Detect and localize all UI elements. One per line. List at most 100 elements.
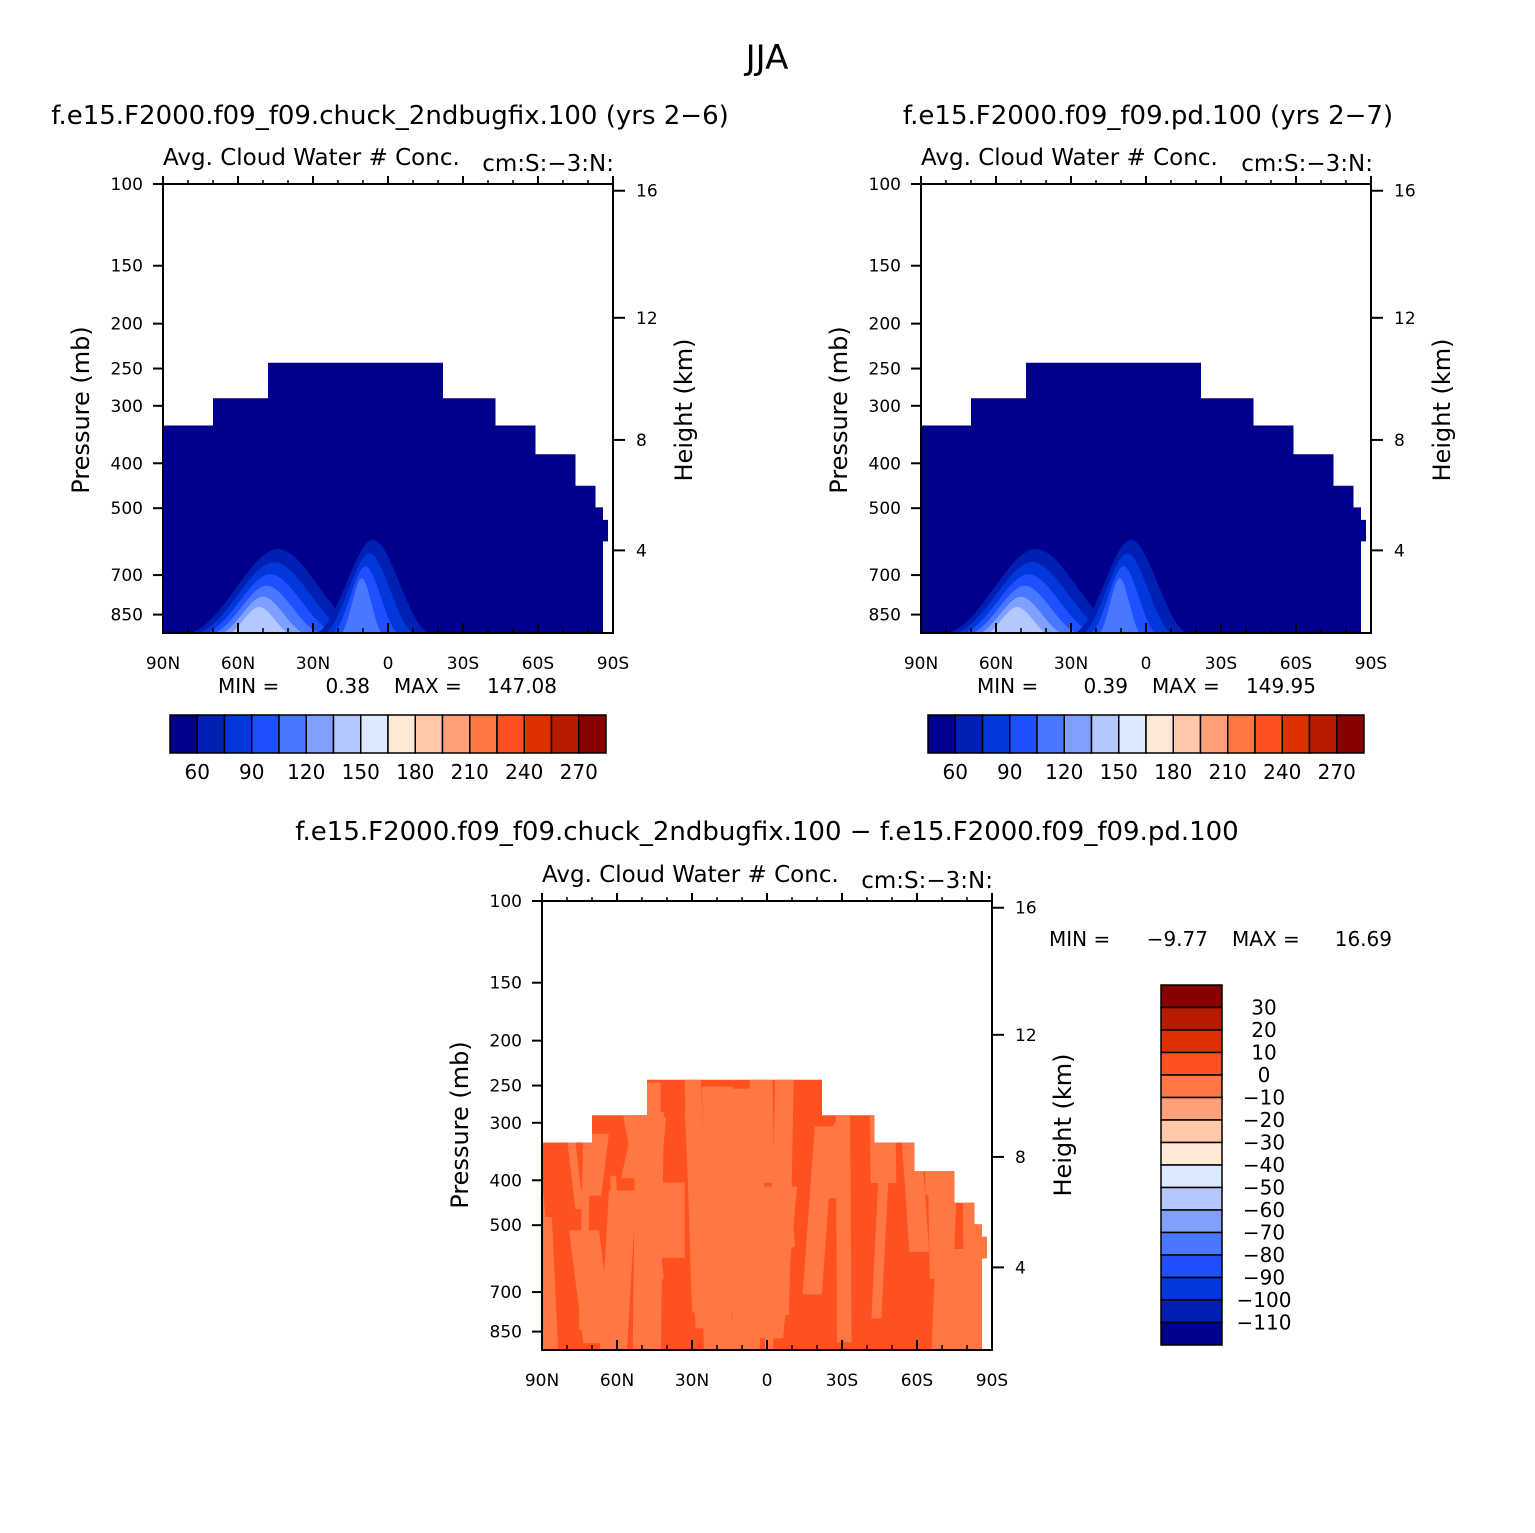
panel-2-plot: 90N 60N 30N 0 30S 60S 90S 100 150 200 250 300 400 500… bbox=[869, 175, 1416, 674]
contour-field bbox=[163, 362, 608, 633]
colorbar-label: 270 bbox=[560, 760, 598, 784]
colorbar-swatch bbox=[927, 714, 956, 754]
contour-level bbox=[231, 607, 288, 633]
colorbar-swatch bbox=[414, 714, 444, 754]
y-right-tick-label: 4 bbox=[1015, 1258, 1026, 1278]
y-tick-label: 150 bbox=[490, 974, 522, 994]
colorbar-swatch bbox=[1160, 1209, 1223, 1234]
colorbar-label: 30 bbox=[1251, 996, 1276, 1020]
contour-level bbox=[749, 1186, 798, 1339]
colorbar-swatch bbox=[1336, 714, 1365, 754]
colorbar-swatch bbox=[1160, 1321, 1223, 1346]
colorbar-swatch bbox=[387, 714, 416, 754]
y-tick-label: 500 bbox=[869, 499, 901, 519]
colorbar-swatch bbox=[550, 714, 580, 754]
y-tick-label: 300 bbox=[490, 1114, 522, 1134]
colorbar-swatch bbox=[1160, 1051, 1223, 1076]
colorbar-swatch bbox=[332, 714, 362, 754]
colorbar-swatch bbox=[196, 714, 226, 754]
panel-3-ylabel: Pressure (mb) bbox=[446, 1041, 474, 1208]
x-tick-label: 60N bbox=[221, 654, 255, 674]
y-right-tick-label: 16 bbox=[1394, 182, 1416, 202]
colorbar-swatch bbox=[1172, 714, 1202, 754]
colorbar-label: 150 bbox=[1100, 760, 1138, 784]
x-tick-label: 60S bbox=[522, 654, 554, 674]
x-tick-label: 30S bbox=[826, 1371, 858, 1391]
colorbar-label: 240 bbox=[505, 760, 543, 784]
panel-3-subtitle: Avg. Cloud Water # Conc. bbox=[542, 862, 839, 888]
x-tick-label: 90N bbox=[525, 1371, 559, 1391]
panel-2-subtitle: Avg. Cloud Water # Conc. bbox=[921, 145, 1218, 171]
colorbar-swatch bbox=[305, 714, 335, 754]
panel-1-units: cm:S:−3:N: bbox=[482, 151, 614, 177]
colorbar-swatch bbox=[1254, 714, 1283, 754]
y-tick-label: 700 bbox=[490, 1283, 522, 1303]
colorbar-label: 120 bbox=[1045, 760, 1083, 784]
colorbar-swatch bbox=[1036, 714, 1065, 754]
colorbar-label: 240 bbox=[1263, 760, 1301, 784]
x-tick-label: 30N bbox=[1054, 654, 1088, 674]
panel-2-title: f.e15.F2000.f09_f09.pd.100 (yrs 2−7) bbox=[903, 101, 1393, 131]
x-tick-label: 90S bbox=[597, 654, 629, 674]
colorbar-label: −10 bbox=[1243, 1086, 1285, 1110]
colorbar-label: 150 bbox=[342, 760, 380, 784]
y-tick-label: 200 bbox=[111, 315, 143, 335]
panel-1-max-label: MAX = bbox=[394, 674, 462, 698]
contour-level bbox=[684, 1110, 709, 1329]
panel-3-plot: 90N 60N 30N 0 30S 60S 90S 100 150 200 250 300 400 500… bbox=[490, 892, 1037, 1391]
x-tick-label: 30S bbox=[447, 654, 479, 674]
panel-2-ylabel-right: Height (km) bbox=[1428, 339, 1456, 482]
y-tick-label: 250 bbox=[490, 1077, 522, 1097]
y-tick-label: 300 bbox=[111, 397, 143, 417]
panel-1-colorbar: 60 90 120 150 180 210 240 270 bbox=[169, 714, 607, 784]
colorbar-label: −40 bbox=[1243, 1153, 1285, 1177]
colorbar-swatch bbox=[1145, 714, 1174, 754]
panel-3-title: f.e15.F2000.f09_f09.chuck_2ndbugfix.100 … bbox=[295, 817, 1238, 847]
y-right-tick-label: 16 bbox=[636, 182, 658, 202]
y-tick-label: 300 bbox=[869, 397, 901, 417]
colorbar-swatch bbox=[278, 714, 307, 754]
contour-level bbox=[1099, 578, 1140, 633]
colorbar-label: −70 bbox=[1243, 1221, 1285, 1245]
contour-level bbox=[924, 1079, 953, 1196]
y-right-tick-label: 12 bbox=[1394, 309, 1416, 329]
colorbar-swatch bbox=[954, 714, 984, 754]
y-tick-label: 100 bbox=[490, 892, 522, 912]
figure-title: JJA bbox=[744, 38, 789, 78]
x-tick-label: 90N bbox=[146, 654, 180, 674]
colorbar-swatch bbox=[1281, 714, 1311, 754]
contour-level bbox=[770, 1128, 782, 1226]
colorbar-label: −100 bbox=[1237, 1288, 1292, 1312]
colorbar-swatch bbox=[1227, 714, 1256, 754]
colorbar-label: −50 bbox=[1243, 1176, 1285, 1200]
colorbar-label: 270 bbox=[1318, 760, 1356, 784]
y-right-tick-label: 8 bbox=[1394, 431, 1405, 451]
colorbar-swatch bbox=[1063, 714, 1093, 754]
colorbar-swatch bbox=[1160, 1186, 1223, 1211]
colorbar-swatch bbox=[1160, 1141, 1223, 1166]
colorbar-swatch bbox=[1009, 714, 1038, 754]
contour-level bbox=[580, 1133, 609, 1196]
y-tick-label: 100 bbox=[869, 175, 901, 195]
panel-3-min: −9.77 bbox=[1147, 927, 1208, 951]
panel-2-colorbar: 60 90 120 150 180 210 240 270 bbox=[927, 714, 1365, 784]
contour-level bbox=[871, 1105, 893, 1319]
y-tick-label: 200 bbox=[490, 1032, 522, 1052]
colorbar-swatch bbox=[1160, 1119, 1223, 1144]
x-tick-label: 30S bbox=[1205, 654, 1237, 674]
panel-3-ylabel-right: Height (km) bbox=[1049, 1054, 1077, 1197]
colorbar-swatch bbox=[360, 714, 389, 754]
y-right-tick-label: 8 bbox=[1015, 1148, 1026, 1168]
y-tick-label: 150 bbox=[111, 257, 143, 277]
colorbar-swatch bbox=[1308, 714, 1338, 754]
panel-2-max-label: MAX = bbox=[1152, 674, 1220, 698]
contour-level bbox=[702, 1207, 733, 1350]
y-tick-label: 850 bbox=[490, 1323, 522, 1343]
panel-1: f.e15.F2000.f09_f09.chuck_2ndbugfix.100 … bbox=[51, 101, 729, 784]
panel-2-max: 149.95 bbox=[1246, 674, 1316, 698]
panel-1-min: 0.38 bbox=[325, 674, 370, 698]
colorbar-swatch bbox=[981, 714, 1011, 754]
colorbar-swatch bbox=[1160, 1006, 1223, 1031]
y-tick-label: 100 bbox=[111, 175, 143, 195]
y-tick-label: 400 bbox=[111, 454, 143, 474]
